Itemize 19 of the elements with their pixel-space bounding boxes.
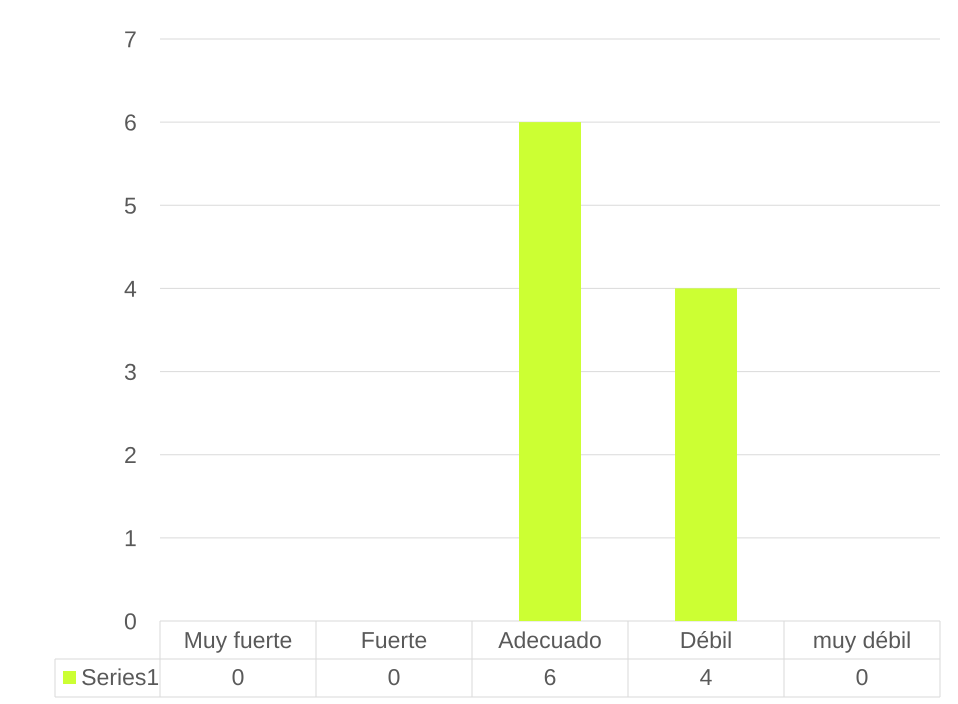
y-tick-label: 3 [124, 364, 136, 380]
y-tick-label: 7 [125, 31, 136, 48]
legend-label: Series1 [82, 668, 158, 686]
x-tick-label: Muy fuerte [186, 631, 292, 653]
x-tick-label: Adecuado [498, 631, 601, 648]
y-tick-label: 6 [125, 114, 136, 131]
y-tick-label: 1 [126, 530, 136, 546]
y-tick-label: 4 [124, 280, 136, 297]
x-tick-label: Débil [682, 631, 731, 648]
data-label: 0 [856, 668, 868, 686]
y-tick-label: 2 [125, 446, 136, 463]
data-label: 0 [232, 668, 244, 686]
x-tick-label: muy débil [814, 631, 910, 653]
y-tick-label: 5 [124, 198, 136, 214]
data-label: 4 [700, 669, 712, 685]
data-label: 6 [544, 668, 556, 686]
y-tick-label: 0 [124, 613, 136, 630]
x-tick-label: Fuerte [362, 632, 426, 648]
data-label: 0 [388, 668, 400, 686]
